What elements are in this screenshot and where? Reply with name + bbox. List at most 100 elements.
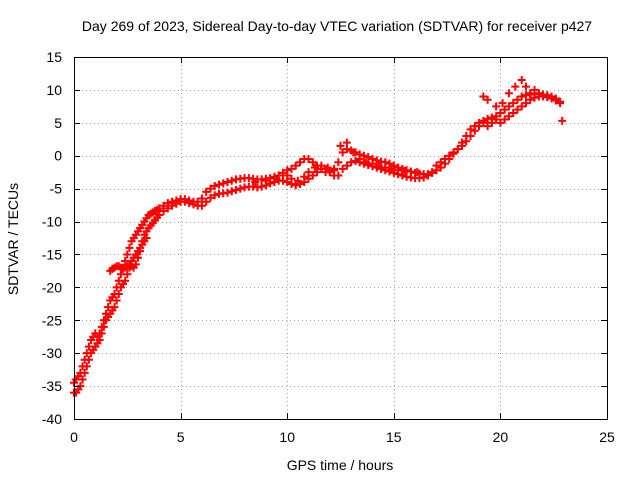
y-tick-label: 10 [46, 82, 62, 98]
data-point [123, 270, 132, 279]
y-tick-labels: -40 -35 -30 -25 -20 -15 -10 -5 0 5 10 15 [42, 49, 62, 427]
data-point [347, 158, 356, 167]
data-point [227, 176, 236, 185]
x-tick-label: 20 [493, 429, 509, 445]
data-point [496, 108, 505, 117]
y-axis-label: SDTVAR / TECUs [5, 183, 21, 295]
data-point [210, 191, 219, 200]
data-point [368, 159, 377, 168]
data-point [336, 141, 345, 150]
data-point [278, 168, 287, 177]
y-tick-label: -20 [42, 279, 62, 295]
data-point [543, 92, 552, 101]
data-point [197, 201, 206, 210]
data-point [487, 118, 496, 127]
x-tick-label: 5 [177, 429, 185, 445]
data-point [372, 156, 381, 165]
data-point [381, 163, 390, 172]
data-point [112, 296, 121, 305]
plot-frame [74, 57, 608, 420]
data-point [334, 158, 343, 167]
data-point [95, 336, 104, 345]
data-point [453, 145, 462, 154]
data-point [496, 118, 505, 127]
data-point [349, 148, 358, 157]
data-point [483, 122, 492, 131]
data-point [82, 362, 91, 371]
data-point [97, 329, 106, 338]
data-point [428, 168, 437, 177]
data-point [159, 207, 168, 216]
data-point [445, 151, 454, 160]
data-point [287, 174, 296, 183]
data-point [338, 164, 347, 173]
data-point [78, 375, 87, 384]
data-point [214, 180, 223, 189]
data-point [121, 276, 130, 285]
data-point [291, 181, 300, 190]
data-point [517, 76, 526, 85]
data-point [287, 164, 296, 173]
x-tick-label: 25 [599, 429, 615, 445]
data-point [202, 197, 211, 206]
data-point [436, 158, 445, 167]
y-tick-label: -5 [50, 181, 63, 197]
data-point [123, 250, 132, 259]
data-point [475, 122, 484, 131]
y-tick-label: 15 [46, 49, 62, 65]
data-point [355, 155, 364, 164]
data-point [133, 253, 142, 262]
data-point [266, 179, 275, 188]
data-point [232, 185, 241, 194]
data-point [558, 116, 567, 125]
data-point [293, 176, 302, 185]
data-point [470, 126, 479, 135]
data-point [272, 174, 281, 183]
axis-ticks [74, 57, 608, 420]
data-point [385, 159, 394, 168]
data-point [419, 173, 428, 182]
x-tick-label: 15 [386, 429, 402, 445]
data-point [223, 178, 232, 187]
data-point [513, 105, 522, 114]
data-point [202, 187, 211, 196]
data-point [504, 89, 513, 98]
y-tick-label: 5 [54, 115, 62, 131]
data-point [359, 151, 368, 160]
data-point [504, 112, 513, 121]
data-point [168, 201, 177, 210]
data-point [155, 210, 164, 219]
data-point [206, 193, 215, 202]
y-tick-label: -40 [42, 411, 62, 427]
data-point [172, 199, 181, 208]
data-point [278, 176, 287, 185]
x-tick-label: 0 [70, 429, 78, 445]
data-point [509, 99, 518, 108]
data-point [492, 115, 501, 124]
data-point [479, 118, 488, 127]
data-point [500, 115, 509, 124]
data-point [180, 197, 189, 206]
data-point [206, 184, 215, 193]
data-point [197, 194, 206, 203]
data-point [295, 158, 304, 167]
data-point [440, 155, 449, 164]
data-points [70, 76, 567, 397]
y-tick-label: -30 [42, 345, 62, 361]
data-point [325, 168, 334, 177]
data-point [338, 148, 347, 157]
data-point [517, 102, 526, 111]
data-point [342, 138, 351, 147]
data-point [317, 161, 326, 170]
data-point [163, 204, 172, 213]
data-point [458, 141, 467, 150]
data-point [251, 178, 260, 187]
data-point [530, 85, 539, 94]
data-point [466, 131, 475, 140]
chart-title: Day 269 of 2023, Sidereal Day-to-day VTE… [82, 18, 592, 34]
data-point [334, 171, 343, 180]
data-point [547, 94, 556, 103]
data-point [330, 166, 339, 175]
data-point [189, 200, 198, 209]
